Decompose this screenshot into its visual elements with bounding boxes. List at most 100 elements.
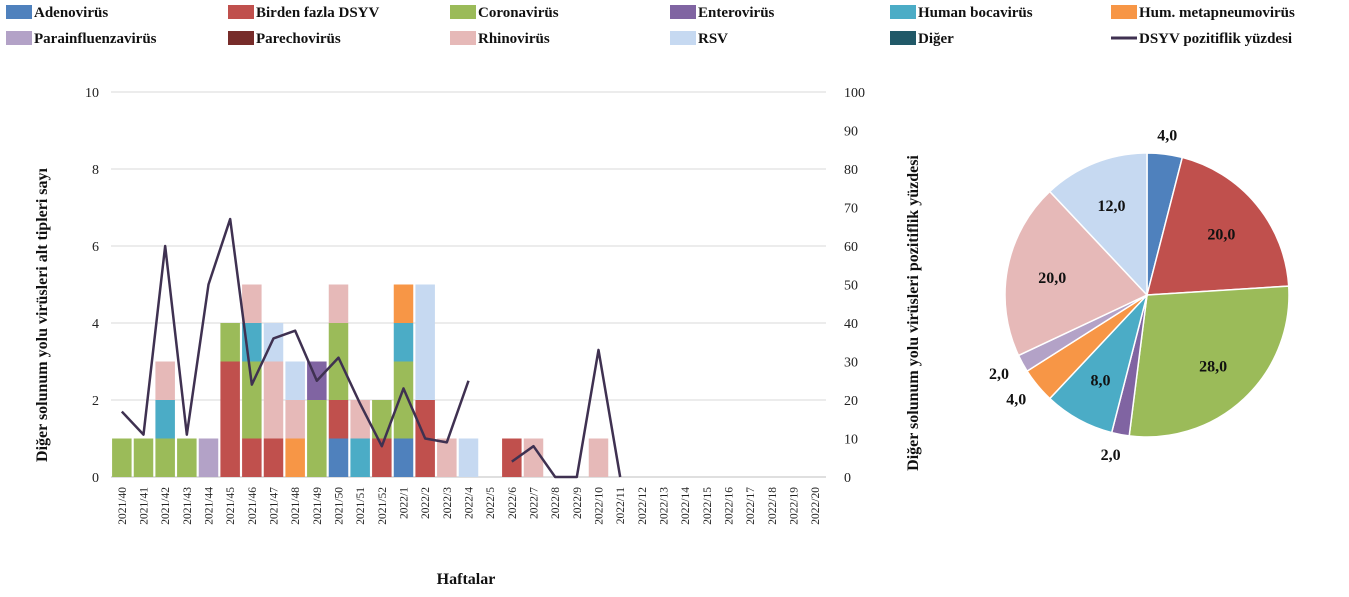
x-tick-label: 2022/8 — [550, 487, 562, 519]
bar-segment-birden-fazla-dsyv — [328, 400, 349, 439]
bar-segment-rsv — [263, 323, 284, 362]
x-tick-label: 2022/16 — [724, 487, 736, 525]
pie-value-label: 28,0 — [1199, 358, 1227, 375]
y-tick-label: 6 — [92, 240, 99, 255]
gridlines — [111, 91, 826, 478]
pie-value-label: 20,0 — [1207, 227, 1235, 244]
y2-tick-label: 60 — [844, 240, 858, 255]
bar-segment-rhinovirus — [285, 400, 305, 439]
positivity-line — [120, 217, 622, 479]
legend-swatch — [670, 31, 696, 45]
bar-segment-adenovirus — [393, 438, 414, 477]
y-tick-label: 0 — [92, 471, 99, 486]
pie-value-label: 4,0 — [1157, 127, 1177, 144]
bar-segment-birden-fazla-dsyv — [263, 438, 284, 477]
bar-segment-rhinovirus — [155, 361, 175, 400]
pie-value-label: 20,0 — [1038, 270, 1066, 287]
x-tick-label: 2022/17 — [745, 487, 757, 525]
bar-segment-rhinovirus — [588, 438, 609, 477]
legend-label: Diğer — [918, 31, 954, 47]
legend-item-birden-fazla-dsyv: Birden fazla DSYV — [228, 5, 380, 21]
bar-segment-hum-metapneumovirus — [285, 438, 305, 477]
pie-value-label: 4,0 — [1006, 391, 1026, 408]
bar-segment-rhinovirus — [350, 400, 370, 439]
bar-segment-human-bocavirus — [350, 438, 370, 477]
pie-labels: 4,0 20,0 28,0 2,0 8,0 4,0 2,0 20,0 12,0 — [989, 127, 1235, 464]
bar-segment-birden-fazla-dsyv — [220, 361, 240, 477]
pie-value-label: 8,0 — [1091, 373, 1111, 390]
x-axis-title: Haftalar — [437, 571, 496, 588]
y2-tick-label: 90 — [844, 125, 858, 140]
bar-segment-coronavirus — [133, 438, 154, 477]
legend-swatch — [670, 5, 696, 19]
bar-segment-coronavirus — [220, 323, 240, 362]
x-tick-label: 2022/19 — [789, 487, 801, 525]
bar-segment-coronavirus — [393, 361, 414, 439]
x-tick-label: 2021/47 — [269, 487, 281, 525]
legend-item-coronavirus: Coronavirüs — [450, 5, 559, 21]
legend-item-rsv: RSV — [670, 31, 728, 47]
x-tick-label: 2022/2 — [420, 487, 432, 519]
legend-swatch — [6, 5, 32, 19]
pie-chart: 4,0 20,0 28,0 2,0 8,0 4,0 2,0 20,0 12,0 — [989, 127, 1290, 464]
legend-item-rhinovirus: Rhinovirüs — [450, 31, 550, 47]
bar-segment-coronavirus — [307, 400, 327, 477]
y2-tick-label: 70 — [844, 202, 858, 217]
legend-label: Coronavirüs — [478, 5, 559, 21]
legend-label: Enterovirüs — [698, 5, 775, 21]
legend-swatch — [228, 31, 254, 45]
legend-swatch — [450, 31, 476, 45]
x-tick-label: 2022/14 — [680, 487, 692, 525]
y-axis-title: Diğer solunum yolu virüsleri alt tipleri… — [34, 167, 51, 461]
bar-segment-coronavirus — [177, 438, 197, 477]
x-tick-label: 2022/10 — [594, 487, 606, 525]
legend-label: Hum. metapneumovirüs — [1139, 5, 1295, 21]
bar-segment-parainfluenzavirus — [198, 438, 219, 477]
y-tick-label: 8 — [92, 163, 99, 178]
bar-segment-coronavirus — [242, 361, 262, 439]
legend-swatch — [890, 5, 916, 19]
x-tick-label: 2021/43 — [182, 487, 194, 525]
x-tick-label: 2021/44 — [204, 487, 216, 525]
x-tick-label: 2022/12 — [637, 487, 649, 525]
y2-tick-label: 0 — [844, 471, 851, 486]
bar-segment-rhinovirus — [263, 361, 284, 439]
legend-label: Rhinovirüs — [478, 31, 550, 47]
legend-label: DSYV pozitiflik yüzdesi — [1139, 31, 1292, 47]
y2-tick-label: 30 — [844, 356, 858, 371]
x-tick-label: 2022/5 — [485, 487, 497, 519]
bar-segment-coronavirus — [112, 438, 132, 477]
pie-slice-rsv — [1048, 152, 1148, 297]
line-series-segment — [511, 348, 622, 479]
bar-segment-birden-fazla-dsyv — [502, 438, 522, 477]
x-tick-label: 2021/40 — [117, 487, 129, 525]
line-series-segment — [120, 217, 470, 448]
y2-tick-label: 10 — [844, 433, 858, 448]
legend-item-human-bocavirus: Human bocavirüs — [890, 5, 1033, 21]
x-tick-label: 2022/15 — [702, 487, 714, 525]
legend-label: Parainfluenzavirüs — [34, 31, 157, 47]
bar-segment-coronavirus — [328, 323, 349, 400]
legend-swatch — [1111, 5, 1137, 19]
y2-tick-label: 80 — [844, 163, 858, 178]
x-tick-label: 2022/9 — [572, 487, 584, 519]
x-tick-label: 2021/42 — [160, 487, 172, 525]
x-tick-label: 2021/45 — [225, 487, 237, 525]
x-tick-label: 2022/13 — [659, 487, 671, 525]
legend-swatch — [450, 5, 476, 19]
x-tick-label: 2021/46 — [247, 487, 259, 525]
x-tick-label: 2022/11 — [615, 487, 627, 525]
bar-segment-human-bocavirus — [393, 323, 414, 362]
bar-segment-hum-metapneumovirus — [393, 284, 414, 323]
x-tick-label: 2021/48 — [290, 487, 302, 525]
x-tick-label: 2022/3 — [442, 487, 454, 519]
pie-slices — [1004, 152, 1290, 438]
legend-swatch — [6, 31, 32, 45]
legend-item-adenovirus: Adenovirüs — [6, 5, 108, 21]
x-tick-label: 2022/4 — [464, 487, 476, 519]
bar-segment-adenovirus — [328, 438, 349, 477]
x-tick-label: 2021/51 — [355, 487, 367, 525]
pie-slice-coronavirus — [1128, 285, 1290, 438]
